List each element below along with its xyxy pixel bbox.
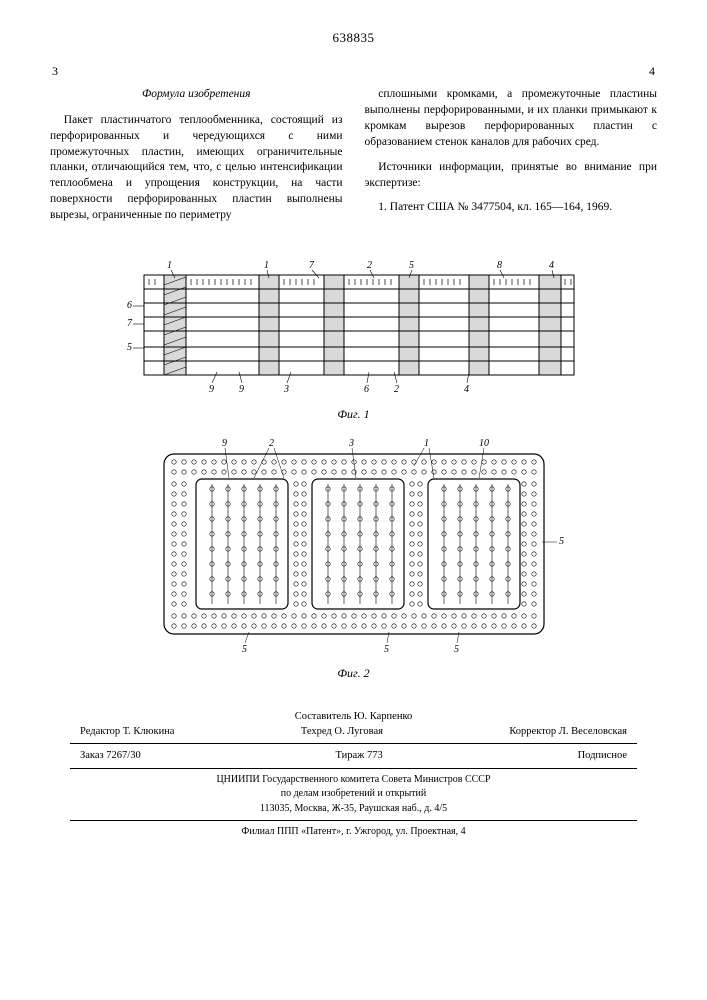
page-num-right: 4 bbox=[649, 64, 655, 79]
org-line-2: по делам изобретений и открытий bbox=[50, 787, 657, 802]
svg-text:4: 4 bbox=[549, 260, 554, 271]
svg-text:5: 5 bbox=[454, 644, 459, 655]
fig2-caption: Фиг. 2 bbox=[50, 666, 657, 681]
svg-text:2: 2 bbox=[367, 260, 372, 271]
right-para: сплошными кромками, а промежуточные плас… bbox=[365, 87, 658, 150]
order-number: Заказ 7267/30 bbox=[80, 748, 141, 763]
figure-1: 1 1 7 2 5 8 4 6 7 5 9 9 3 bbox=[50, 250, 657, 422]
svg-text:2: 2 bbox=[269, 438, 274, 449]
address-2: Филиал ППП «Патент», г. Ужгород, ул. Про… bbox=[50, 825, 657, 840]
circulation: Тираж 773 bbox=[335, 748, 382, 763]
svg-text:3: 3 bbox=[348, 438, 354, 449]
left-column: Формула изобретения Пакет пластинчатого … bbox=[50, 87, 343, 232]
divider bbox=[70, 768, 637, 769]
fig1-caption: Фиг. 1 bbox=[50, 407, 657, 422]
formula-heading: Формула изобретения bbox=[50, 87, 343, 103]
sources-heading: Источники информации, принятые во вниман… bbox=[365, 160, 658, 192]
tech-editor: Техред О. Луговая bbox=[301, 724, 383, 739]
page-num-left: 3 bbox=[52, 64, 58, 79]
divider bbox=[70, 743, 637, 744]
svg-text:5: 5 bbox=[409, 260, 414, 271]
svg-text:1: 1 bbox=[264, 260, 269, 271]
corrector: Корректор Л. Веселовская bbox=[509, 724, 627, 739]
compiler: Составитель Ю. Карпенко bbox=[50, 709, 657, 724]
svg-text:6: 6 bbox=[127, 300, 132, 311]
page-numbers: 3 4 bbox=[50, 64, 657, 79]
svg-text:7: 7 bbox=[127, 318, 133, 329]
svg-text:5: 5 bbox=[242, 644, 247, 655]
svg-text:5: 5 bbox=[559, 536, 564, 547]
source-1: 1. Патент США № 3477504, кл. 165—164, 19… bbox=[365, 200, 658, 216]
svg-text:9: 9 bbox=[222, 438, 227, 449]
svg-text:10: 10 bbox=[479, 438, 489, 449]
svg-text:9: 9 bbox=[209, 384, 214, 395]
figure-2-svg: 9 2 3 1 10 5 5 5 5 bbox=[134, 434, 574, 659]
svg-text:9: 9 bbox=[239, 384, 244, 395]
svg-text:3: 3 bbox=[283, 384, 289, 395]
figure-2: 9 2 3 1 10 5 5 5 5 Фиг. 2 bbox=[50, 434, 657, 681]
figure-1-svg: 1 1 7 2 5 8 4 6 7 5 9 9 3 bbox=[109, 250, 599, 400]
left-para: Пакет пластинчатого теплообменника, сост… bbox=[50, 113, 343, 224]
signed: Подписное bbox=[578, 748, 627, 763]
svg-text:5: 5 bbox=[127, 342, 132, 353]
doc-number: 638835 bbox=[50, 30, 657, 46]
text-columns: Формула изобретения Пакет пластинчатого … bbox=[50, 87, 657, 232]
colophon: Составитель Ю. Карпенко Редактор Т. Клюк… bbox=[50, 709, 657, 840]
svg-text:4: 4 bbox=[464, 384, 469, 395]
svg-text:7: 7 bbox=[309, 260, 315, 271]
svg-text:8: 8 bbox=[497, 260, 502, 271]
figures-block: 1 1 7 2 5 8 4 6 7 5 9 9 3 bbox=[50, 250, 657, 681]
address-1: 113035, Москва, Ж-35, Раушская наб., д. … bbox=[50, 802, 657, 817]
editor: Редактор Т. Клюкина bbox=[80, 724, 174, 739]
divider bbox=[70, 820, 637, 821]
org-line-1: ЦНИИПИ Государственного комитета Совета … bbox=[50, 773, 657, 788]
right-column: сплошными кромками, а промежуточные плас… bbox=[365, 87, 658, 232]
svg-text:1: 1 bbox=[424, 438, 429, 449]
svg-text:6: 6 bbox=[364, 384, 369, 395]
svg-text:2: 2 bbox=[394, 384, 399, 395]
svg-text:5: 5 bbox=[384, 644, 389, 655]
svg-text:1: 1 bbox=[167, 260, 172, 271]
